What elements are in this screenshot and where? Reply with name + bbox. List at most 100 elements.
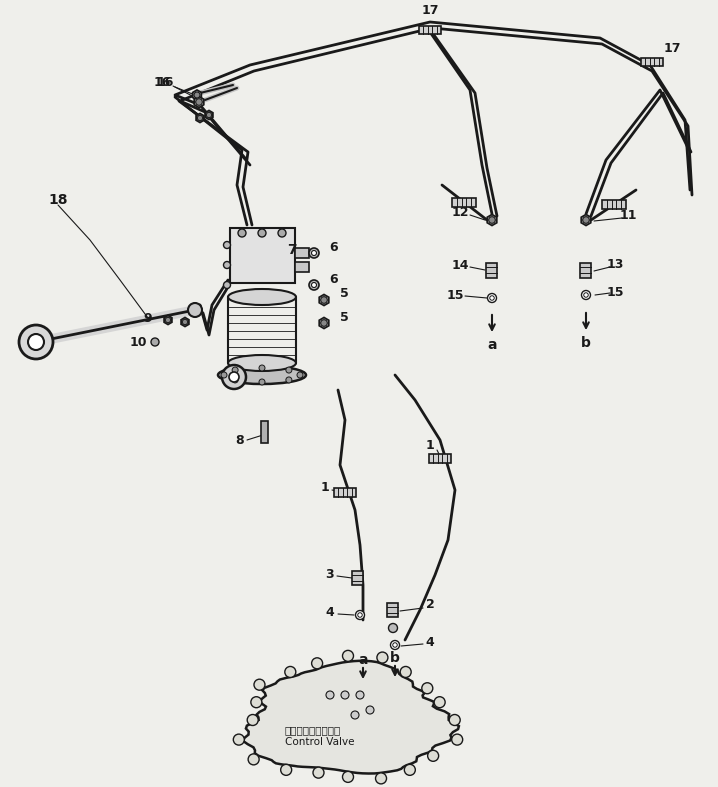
Bar — [429, 453, 451, 463]
Circle shape — [342, 771, 353, 782]
Circle shape — [194, 92, 200, 98]
Circle shape — [278, 229, 286, 237]
Circle shape — [259, 379, 265, 385]
Circle shape — [321, 320, 327, 327]
Bar — [452, 198, 476, 206]
Polygon shape — [196, 113, 204, 123]
Circle shape — [421, 683, 433, 694]
Text: a: a — [358, 653, 368, 667]
Text: 13: 13 — [606, 257, 624, 271]
Circle shape — [358, 613, 363, 617]
Circle shape — [312, 250, 317, 256]
Bar — [580, 263, 592, 278]
Circle shape — [584, 293, 588, 297]
Ellipse shape — [218, 366, 306, 384]
Circle shape — [488, 294, 497, 302]
Bar — [261, 421, 269, 443]
Circle shape — [351, 711, 359, 719]
Bar — [295, 248, 309, 258]
Text: 15: 15 — [606, 286, 624, 298]
Circle shape — [404, 764, 415, 775]
Text: 5: 5 — [340, 286, 348, 300]
Circle shape — [489, 216, 495, 224]
Circle shape — [188, 303, 202, 317]
Polygon shape — [195, 97, 204, 108]
Circle shape — [281, 764, 292, 775]
Circle shape — [582, 290, 590, 300]
Circle shape — [238, 229, 246, 237]
Circle shape — [28, 334, 44, 350]
Circle shape — [233, 734, 244, 745]
Text: 6: 6 — [330, 241, 338, 253]
Circle shape — [452, 734, 462, 745]
Ellipse shape — [228, 355, 296, 371]
Text: 7: 7 — [287, 243, 297, 257]
Bar — [641, 58, 663, 66]
Bar — [353, 571, 363, 585]
Bar — [602, 199, 626, 209]
Circle shape — [165, 317, 171, 323]
Text: 9: 9 — [144, 312, 152, 324]
Circle shape — [232, 377, 238, 383]
Text: 1: 1 — [426, 438, 434, 452]
Circle shape — [258, 229, 266, 237]
Circle shape — [342, 650, 353, 661]
Circle shape — [326, 691, 334, 699]
Circle shape — [312, 283, 317, 287]
Circle shape — [428, 750, 439, 761]
Circle shape — [19, 325, 53, 359]
Circle shape — [341, 691, 349, 699]
Circle shape — [196, 98, 202, 105]
Text: 16: 16 — [157, 76, 174, 88]
Polygon shape — [164, 316, 172, 324]
Circle shape — [393, 643, 397, 647]
Text: 11: 11 — [619, 209, 637, 221]
Text: 18: 18 — [48, 193, 67, 207]
Circle shape — [223, 261, 230, 268]
Circle shape — [376, 773, 386, 784]
Text: a: a — [488, 338, 497, 352]
Circle shape — [229, 372, 239, 382]
Circle shape — [254, 679, 265, 690]
Circle shape — [286, 367, 292, 373]
Bar — [388, 603, 398, 617]
Text: コントロールバルブ: コントロールバルブ — [285, 725, 341, 735]
Circle shape — [223, 242, 230, 249]
Ellipse shape — [228, 289, 296, 305]
Circle shape — [309, 280, 319, 290]
Text: 15: 15 — [447, 289, 464, 301]
Circle shape — [223, 282, 230, 289]
Polygon shape — [181, 317, 189, 327]
Polygon shape — [320, 294, 329, 305]
Circle shape — [197, 116, 202, 120]
Circle shape — [313, 767, 324, 778]
Circle shape — [221, 372, 227, 378]
Circle shape — [583, 216, 589, 224]
Bar — [419, 26, 441, 34]
Text: b: b — [390, 651, 400, 665]
Text: 3: 3 — [326, 567, 335, 581]
Text: 17: 17 — [663, 42, 681, 54]
Circle shape — [321, 297, 327, 303]
Polygon shape — [192, 90, 201, 100]
Polygon shape — [205, 110, 213, 120]
Text: Control Valve: Control Valve — [285, 737, 355, 747]
Text: 16: 16 — [154, 76, 171, 88]
Circle shape — [355, 611, 365, 619]
Circle shape — [309, 248, 319, 258]
Circle shape — [247, 715, 258, 726]
Circle shape — [391, 641, 399, 649]
Text: 4: 4 — [326, 605, 335, 619]
Polygon shape — [582, 215, 591, 226]
Circle shape — [377, 652, 388, 663]
Bar — [295, 262, 309, 272]
Text: 8: 8 — [236, 434, 244, 446]
Circle shape — [434, 696, 445, 708]
Bar — [487, 263, 498, 278]
Text: 12: 12 — [451, 205, 469, 219]
Polygon shape — [320, 317, 329, 328]
Text: 5: 5 — [340, 311, 348, 323]
Circle shape — [182, 320, 187, 325]
Circle shape — [286, 377, 292, 383]
Text: 14: 14 — [451, 258, 469, 272]
